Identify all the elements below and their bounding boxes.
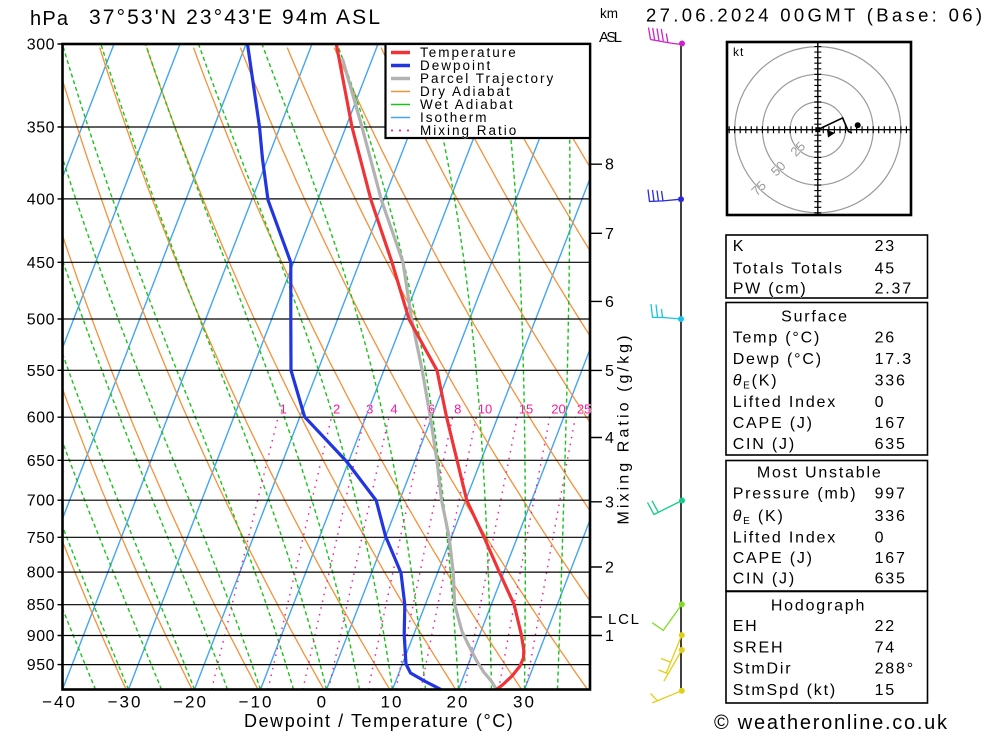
- svg-text:300: 300: [27, 37, 55, 54]
- svg-text:30: 30: [513, 693, 536, 712]
- svg-text:Dewp (°C): Dewp (°C): [733, 351, 823, 368]
- svg-text:−10: −10: [239, 693, 274, 712]
- svg-text:hPa: hPa: [30, 8, 69, 30]
- svg-text:Isotherm: Isotherm: [420, 110, 489, 125]
- svg-text:Temperature: Temperature: [420, 45, 518, 60]
- svg-text:45: 45: [875, 260, 896, 277]
- svg-text:20: 20: [447, 693, 470, 712]
- svg-text:PW (cm): PW (cm): [733, 280, 808, 297]
- svg-text:997: 997: [875, 486, 907, 503]
- svg-text:850: 850: [27, 597, 55, 614]
- svg-text:37°53'N 23°43'E 94m ASL: 37°53'N 23°43'E 94m ASL: [89, 6, 380, 29]
- svg-text:74: 74: [875, 639, 896, 656]
- svg-text:4: 4: [605, 430, 614, 447]
- svg-text:350: 350: [27, 120, 55, 137]
- svg-text:17.3: 17.3: [875, 351, 913, 368]
- svg-text:25: 25: [577, 402, 591, 417]
- svg-text:Dry Adiabat: Dry Adiabat: [420, 84, 512, 99]
- svg-text:CAPE (J): CAPE (J): [733, 415, 814, 432]
- svg-text:8: 8: [605, 157, 614, 174]
- svg-text:500: 500: [27, 312, 55, 329]
- svg-text:SREH: SREH: [733, 639, 785, 656]
- svg-text:Pressure (mb): Pressure (mb): [733, 486, 858, 503]
- svg-text:Dewpoint: Dewpoint: [420, 58, 492, 73]
- svg-text:700: 700: [27, 493, 55, 510]
- svg-text:K: K: [733, 238, 745, 255]
- svg-text:0: 0: [875, 394, 886, 411]
- svg-text:10: 10: [478, 402, 492, 417]
- svg-text:StmDir: StmDir: [733, 661, 793, 678]
- svg-text:950: 950: [27, 657, 55, 674]
- svg-text:1: 1: [605, 628, 614, 645]
- svg-text:336: 336: [875, 508, 907, 525]
- svg-text:0: 0: [875, 529, 886, 546]
- svg-text:6: 6: [428, 402, 435, 417]
- svg-text:600: 600: [27, 410, 55, 427]
- svg-text:−20: −20: [173, 693, 208, 712]
- svg-text:StmSpd (kt): StmSpd (kt): [733, 682, 837, 699]
- svg-text:ASL: ASL: [599, 29, 622, 46]
- svg-text:3: 3: [366, 402, 373, 417]
- svg-text:800: 800: [27, 565, 55, 582]
- svg-text:750: 750: [27, 530, 55, 547]
- svg-text:23: 23: [875, 238, 896, 255]
- svg-text:7: 7: [605, 226, 614, 243]
- svg-text:2.37: 2.37: [875, 280, 913, 297]
- svg-text:−40: −40: [42, 693, 77, 712]
- svg-text:LCL: LCL: [608, 611, 639, 628]
- svg-text:Lifted Index: Lifted Index: [733, 529, 837, 546]
- svg-text:θE (K): θE (K): [733, 508, 785, 527]
- svg-text:−30: −30: [108, 693, 143, 712]
- svg-text:Surface: Surface: [781, 309, 849, 326]
- svg-text:Most Unstable: Most Unstable: [757, 465, 883, 482]
- svg-text:27.06.2024 00GMT (Base: 06): 27.06.2024 00GMT (Base: 06): [646, 5, 982, 26]
- svg-text:θE(K): θE(K): [733, 372, 779, 391]
- svg-text:635: 635: [875, 436, 907, 453]
- svg-text:Lifted Index: Lifted Index: [733, 394, 837, 411]
- svg-text:26: 26: [875, 330, 896, 347]
- svg-text:336: 336: [875, 372, 907, 389]
- svg-text:650: 650: [27, 453, 55, 470]
- svg-text:22: 22: [875, 618, 896, 635]
- svg-text:20: 20: [551, 402, 565, 417]
- svg-text:CIN (J): CIN (J): [733, 436, 796, 453]
- svg-text:Totals Totals: Totals Totals: [733, 260, 844, 277]
- svg-text:288°: 288°: [875, 661, 915, 678]
- svg-text:Wet Adiabat: Wet Adiabat: [420, 97, 515, 112]
- svg-text:167: 167: [875, 550, 907, 567]
- svg-text:Dewpoint / Temperature (°C): Dewpoint / Temperature (°C): [244, 711, 514, 731]
- svg-text:EH: EH: [733, 618, 759, 635]
- svg-text:5: 5: [605, 363, 614, 380]
- svg-text:900: 900: [27, 628, 55, 645]
- svg-text:400: 400: [27, 191, 55, 208]
- svg-text:2: 2: [333, 402, 340, 417]
- svg-text:15: 15: [875, 682, 896, 699]
- svg-text:6: 6: [605, 294, 614, 311]
- svg-text:Temp (°C): Temp (°C): [733, 330, 821, 347]
- svg-text:© weatheronline.co.uk: © weatheronline.co.uk: [714, 712, 948, 733]
- svg-text:635: 635: [875, 571, 907, 588]
- svg-text:4: 4: [390, 402, 397, 417]
- svg-text:CAPE (J): CAPE (J): [733, 550, 814, 567]
- svg-text:0: 0: [317, 693, 328, 712]
- svg-text:167: 167: [875, 415, 907, 432]
- svg-text:2: 2: [605, 560, 614, 577]
- svg-text:Hodograph: Hodograph: [771, 598, 866, 615]
- svg-text:8: 8: [454, 402, 461, 417]
- svg-text:km: km: [600, 6, 618, 21]
- svg-text:CIN (J): CIN (J): [733, 571, 796, 588]
- svg-text:15: 15: [519, 402, 533, 417]
- svg-text:550: 550: [27, 363, 55, 380]
- svg-text:450: 450: [27, 255, 55, 272]
- svg-text:Parcel Trajectory: Parcel Trajectory: [420, 71, 555, 86]
- svg-text:Mixing Ratio (g/kg): Mixing Ratio (g/kg): [616, 336, 633, 525]
- svg-text:10: 10: [381, 693, 404, 712]
- svg-text:Mixing Ratio: Mixing Ratio: [420, 123, 518, 138]
- svg-text:kt: kt: [733, 45, 744, 59]
- svg-text:3: 3: [605, 494, 614, 511]
- svg-text:1: 1: [280, 402, 287, 417]
